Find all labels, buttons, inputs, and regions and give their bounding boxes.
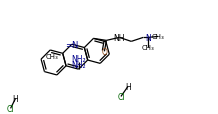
Text: N: N [145, 34, 151, 43]
Text: =N: =N [65, 40, 78, 49]
Text: NH₂: NH₂ [71, 54, 86, 63]
Text: NH: NH [114, 34, 125, 43]
Text: NH₂: NH₂ [71, 60, 86, 69]
Text: CH₃: CH₃ [152, 34, 164, 40]
Text: O: O [101, 47, 107, 56]
Text: H: H [13, 94, 18, 103]
Text: Cl: Cl [7, 104, 14, 113]
Text: CH₃: CH₃ [142, 45, 155, 51]
Text: H: H [125, 82, 131, 91]
Text: CH₃: CH₃ [46, 53, 59, 59]
Text: Cl: Cl [117, 92, 125, 101]
